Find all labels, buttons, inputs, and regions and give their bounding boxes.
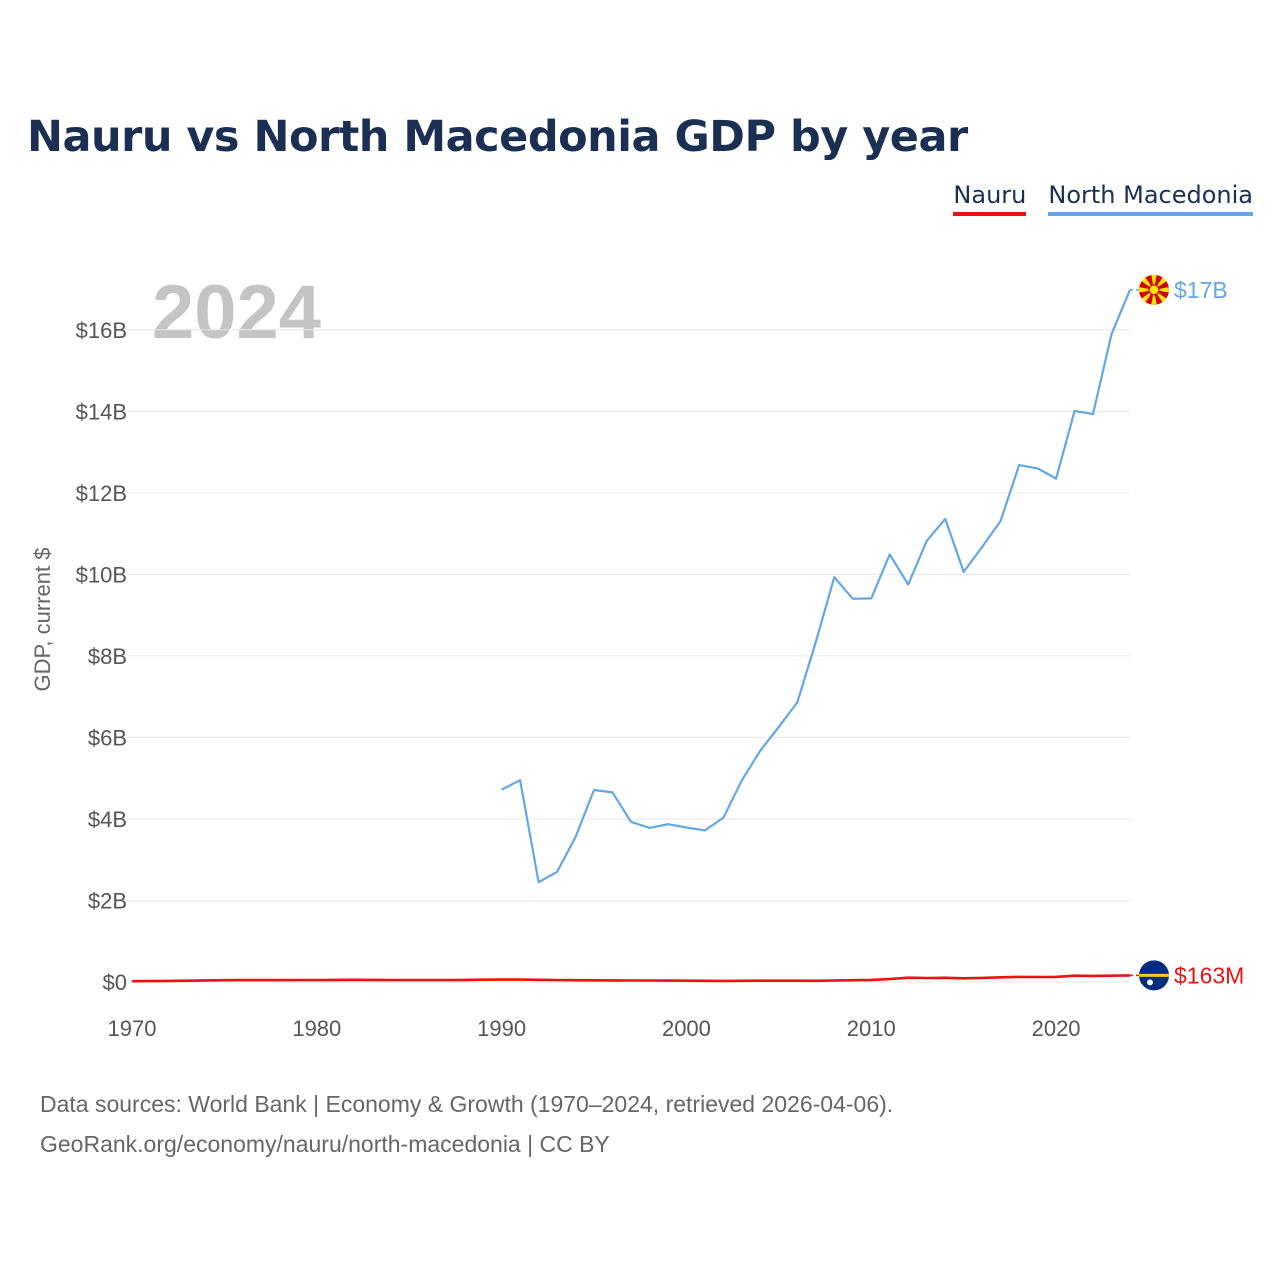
series-line-nauru[interactable] bbox=[131, 974, 1131, 983]
y-tick-label: $6B bbox=[88, 725, 127, 750]
y-tick-label: $4B bbox=[88, 807, 127, 832]
legend-item-nauru[interactable]: Nauru bbox=[953, 181, 1027, 216]
legend-item-north-macedonia[interactable]: North Macedonia bbox=[1048, 181, 1253, 216]
legend: Nauru North Macedonia bbox=[953, 181, 1253, 216]
y-tick-label: $0 bbox=[103, 970, 127, 995]
y-tick-label: $2B bbox=[88, 888, 127, 913]
y-tick-label: $10B bbox=[76, 562, 127, 587]
y-tick-label: $12B bbox=[76, 481, 127, 506]
source-note: Data sources: World Bank | Economy & Gro… bbox=[40, 1084, 893, 1164]
chart-title: Nauru vs North Macedonia GDP by year bbox=[27, 112, 968, 162]
end-label-nauru: $163M bbox=[1174, 962, 1244, 988]
y-tick-label: $16B bbox=[76, 318, 127, 343]
north-macedonia-flag bbox=[1139, 274, 1169, 305]
x-tick-label: 2020 bbox=[1032, 1016, 1081, 1041]
nauru-flag bbox=[1139, 960, 1169, 991]
x-tick-label: 2010 bbox=[847, 1016, 896, 1041]
source-line-1: Data sources: World Bank | Economy & Gro… bbox=[40, 1091, 894, 1117]
x-tick-label: 1970 bbox=[108, 1016, 157, 1041]
y-tick-label: $8B bbox=[88, 644, 127, 669]
y-axis-title: GDP, current $ bbox=[30, 548, 55, 692]
series-line-north-macedonia[interactable] bbox=[501, 289, 1132, 884]
x-tick-label: 1990 bbox=[477, 1016, 526, 1041]
end-label-north-macedonia: $17B bbox=[1174, 277, 1228, 303]
x-tick-label: 2000 bbox=[662, 1016, 711, 1041]
year-watermark: 2024 bbox=[152, 270, 321, 355]
x-tick-label: 1980 bbox=[292, 1016, 341, 1041]
source-line-2[interactable]: GeoRank.org/economy/nauru/north-macedoni… bbox=[40, 1131, 610, 1157]
y-tick-label: $14B bbox=[76, 399, 127, 424]
